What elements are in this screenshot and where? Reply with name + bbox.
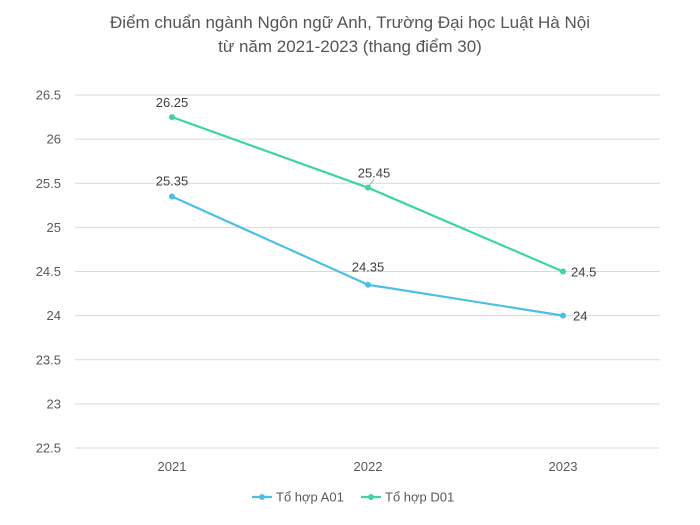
y-tick-label: 23	[47, 396, 61, 411]
y-tick-label: 24	[47, 308, 61, 323]
x-axis: 2021 2022 2023	[158, 459, 578, 474]
y-tick-label: 26	[47, 132, 61, 147]
x-tick-label: 2022	[354, 459, 383, 474]
data-point[interactable]	[365, 281, 371, 288]
series-line	[170, 195, 565, 317]
y-axis: 22.5 23 23.5 24 24.5 25 25.5 26 26.5	[36, 88, 61, 456]
series-line	[170, 115, 565, 273]
data-labels: 25.35 24.35 24 26.25 25.45 24.5	[156, 95, 597, 324]
y-tick-label: 26.5	[36, 88, 61, 103]
chart-title: Điểm chuẩn ngành Ngôn ngữ Anh, Trường Đạ…	[110, 13, 590, 32]
legend-item[interactable]: Tổ hợp D01	[361, 490, 454, 505]
x-tick-label: 2021	[158, 459, 187, 474]
data-label: 25.45	[358, 166, 391, 181]
data-point[interactable]	[365, 184, 371, 191]
data-label: 25.35	[156, 173, 189, 188]
legend-label: Tổ hợp D01	[385, 490, 454, 505]
legend-label: Tổ hợp A01	[276, 490, 344, 505]
data-point[interactable]	[560, 312, 566, 319]
legend: Tổ hợp A01 Tổ hợp D01	[252, 490, 454, 505]
legend-marker	[259, 494, 265, 500]
data-label: 24.35	[352, 260, 385, 275]
series-group	[169, 114, 566, 319]
data-label: 26.25	[156, 95, 189, 110]
legend-item[interactable]: Tổ hợp A01	[252, 490, 344, 505]
x-tick-label: 2023	[549, 459, 578, 474]
data-point[interactable]	[560, 268, 566, 275]
grid	[75, 94, 660, 449]
label-leader-line	[368, 179, 375, 186]
data-point[interactable]	[169, 114, 175, 121]
data-label: 24.5	[571, 265, 596, 280]
chart-subtitle: từ năm 2021-2023 (thang điểm 30)	[218, 37, 482, 56]
data-label: 24	[573, 309, 587, 324]
data-point[interactable]	[169, 193, 175, 200]
legend-marker	[368, 494, 374, 500]
y-tick-label: 24.5	[36, 264, 61, 279]
y-tick-label: 23.5	[36, 352, 61, 367]
y-tick-label: 22.5	[36, 441, 61, 456]
y-tick-label: 25	[47, 220, 61, 235]
y-tick-label: 25.5	[36, 176, 61, 191]
